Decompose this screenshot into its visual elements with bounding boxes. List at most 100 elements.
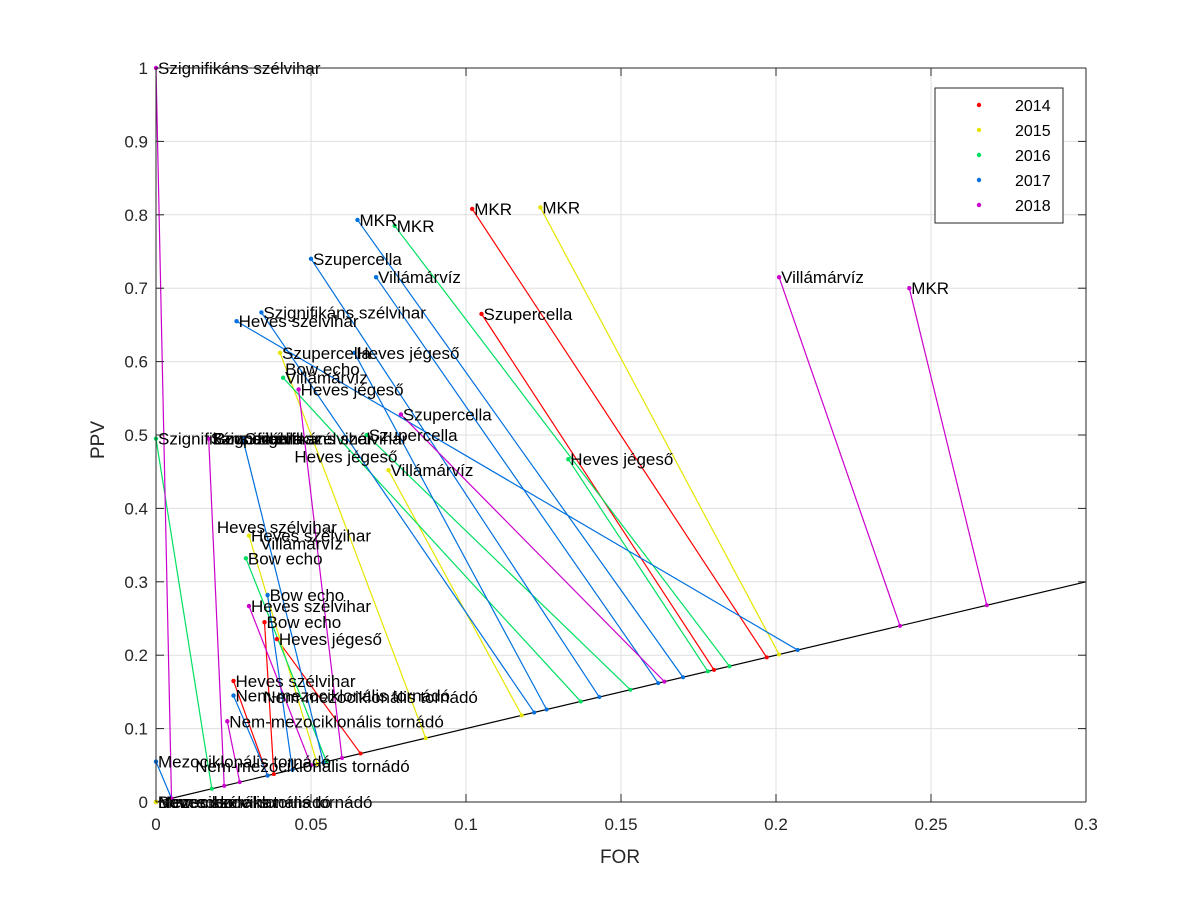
connector-line-2018 — [208, 438, 225, 786]
point-label: MKR — [397, 217, 435, 236]
connector-line-2014 — [232, 680, 269, 776]
end-point-2018 — [237, 780, 242, 785]
legend-marker-2014 — [976, 102, 982, 108]
point-label: Nem-mezociklonális tornádó — [236, 687, 450, 706]
connector-line-2016 — [366, 434, 631, 691]
data-point-2017 — [308, 256, 314, 262]
data-point-2017 — [240, 436, 245, 441]
data-point-2015 — [538, 205, 543, 210]
connector-line-2016 — [567, 458, 709, 672]
y-tick-label: 0.9 — [124, 132, 148, 151]
end-point-2018 — [169, 796, 174, 801]
y-tick-label: 1 — [139, 59, 148, 78]
point-label: Heves jégeső — [294, 447, 397, 466]
y-tick-label: 0.7 — [124, 279, 148, 298]
connector-line-2017 — [310, 258, 600, 698]
end-point-2018 — [662, 679, 667, 684]
end-point-2015 — [315, 761, 320, 766]
point-label: Szupercella — [484, 305, 573, 324]
point-label: Heves szélvihar — [236, 672, 356, 691]
point-label: Heves szélvihar — [251, 527, 371, 546]
point-label: Szignifikáns szélvihar — [211, 430, 374, 449]
x-tick-label: 0.25 — [914, 815, 947, 834]
connector-line-2017 — [357, 219, 684, 678]
y-tick-label: 0.1 — [124, 720, 148, 739]
end-point-2015 — [423, 736, 428, 741]
connector-line-2016 — [394, 225, 730, 667]
point-label: Heves jégeső — [301, 380, 404, 399]
connector-line-2015 — [248, 535, 318, 765]
end-point-2016 — [324, 759, 329, 764]
legend-entry-2015: 2015 — [1015, 123, 1051, 140]
point-label: Heves szélvihar — [217, 518, 337, 537]
axes-layer: 0 0.05 0.1 0.15 0.2 0.25 0.3 0 0.1 0.2 0.3 0.4 0.5 0.… — [124, 59, 1097, 834]
y-tick-label: 0.4 — [124, 499, 148, 518]
point-label: Szupercella — [369, 426, 458, 445]
point-label: Szignifikáns szélvihar — [245, 430, 408, 449]
end-point-2014 — [712, 667, 716, 672]
y-tick-label: 0.2 — [124, 646, 148, 665]
end-point-2018 — [984, 603, 989, 608]
legend-box — [934, 87, 1064, 224]
connector-line-2015 — [387, 469, 523, 716]
point-label: MKR — [474, 200, 512, 219]
point-label: Bow echo — [285, 360, 360, 379]
point-label: MKR — [911, 279, 949, 298]
end-point-2016 — [209, 786, 214, 791]
data-point-2018 — [907, 286, 912, 291]
x-axis-title: FOR — [600, 847, 640, 868]
end-point-2017 — [795, 648, 800, 653]
y-tick-label: 0.3 — [124, 573, 148, 592]
point-label: Nem-mezociklonális tornádó — [263, 688, 477, 707]
point-label: Szupercella — [403, 405, 492, 424]
data-point-2014 — [231, 678, 236, 684]
data-point-2017 — [352, 350, 357, 355]
connector-line-2017 — [236, 320, 799, 651]
point-label: Nem-mezociklonális tornádó — [195, 757, 409, 776]
point-label: Heves szélvihar — [239, 312, 359, 331]
end-point-2014 — [764, 655, 769, 660]
point-label: Bow echo — [214, 430, 289, 449]
end-point-2018 — [309, 763, 313, 768]
point-label: MKR — [360, 211, 398, 230]
connector-line-2016 — [282, 377, 582, 702]
connector-line-2016 — [245, 558, 328, 762]
legend-entry-2018: 2018 — [1015, 198, 1051, 215]
end-point-2017 — [681, 675, 685, 680]
connector-line-2014 — [480, 313, 715, 671]
point-label: Bow echo — [248, 549, 323, 568]
connector-line-2017 — [353, 352, 548, 710]
connector-line-2017 — [260, 312, 535, 713]
point-label: Mezociklonális tornádó — [158, 753, 331, 772]
point-label: Heves jégeső — [570, 450, 673, 469]
data-point-2018 — [225, 719, 230, 724]
x-tick-label: 0.1 — [454, 815, 478, 834]
end-point-2015 — [519, 713, 524, 718]
end-point-2018 — [898, 623, 902, 628]
data-point-2016 — [280, 375, 286, 380]
legend-entry-2017: 2017 — [1015, 173, 1051, 190]
legend-entry-2014: 2014 — [1015, 98, 1051, 115]
end-point-2017 — [597, 695, 602, 700]
data-point-2016 — [243, 556, 249, 561]
point-label: Bow echo — [267, 613, 342, 632]
legend-marker-2016 — [976, 152, 982, 158]
point-label: Nem-mezociklonális tornádó — [229, 712, 443, 731]
data-point-2018 — [246, 603, 252, 609]
points-layer — [153, 65, 989, 805]
y-tick-label: 0.5 — [124, 426, 148, 445]
data-point-2017 — [373, 274, 379, 280]
end-point-2018 — [340, 755, 344, 760]
connector-line-2014 — [276, 638, 362, 754]
point-label: Villámárvíz — [391, 461, 474, 480]
connector-line-2017 — [375, 276, 659, 684]
legend: 2014 2015 2016 2017 2018 — [934, 87, 1064, 224]
connector-line-2015 — [539, 207, 780, 655]
x-tick-label: 0.15 — [604, 815, 637, 834]
end-point-2018 — [222, 783, 227, 788]
end-point-2017 — [544, 707, 549, 712]
end-point-2017 — [290, 767, 295, 772]
legend-marker-2017 — [976, 177, 982, 183]
point-label: MKR — [542, 198, 580, 217]
